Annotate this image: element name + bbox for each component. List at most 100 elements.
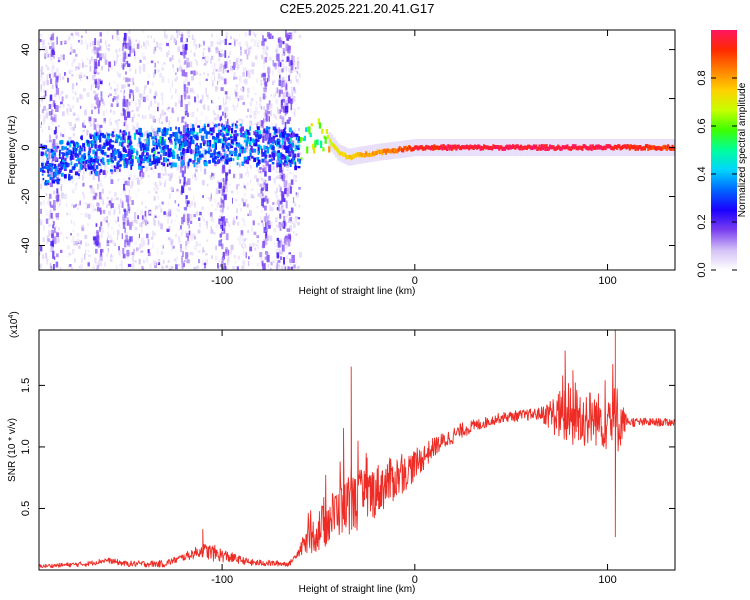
spectrogram-noise-cell <box>134 241 137 245</box>
spectrogram-artifact-cell <box>263 216 266 222</box>
spectrogram-core-cell <box>59 152 61 157</box>
spectrogram-noise-cell <box>240 46 242 51</box>
spectrogram-artifact-cell <box>182 44 185 49</box>
spectrogram-noise-cell <box>216 46 219 51</box>
spectrogram-noise-cell <box>175 234 177 238</box>
spectrogram-noise-cell <box>216 204 218 208</box>
spectrogram-core-cell <box>119 168 121 172</box>
spectrogram-noise-cell <box>46 241 48 245</box>
spectrogram-core-cell <box>249 149 252 153</box>
spectrogram-noise-cell <box>96 210 100 213</box>
spectrogram-noise-cell <box>47 158 51 161</box>
spectrogram-noise-cell <box>47 197 51 201</box>
spectrogram-noise-cell <box>199 211 202 216</box>
spectrogram-core-cell <box>291 132 295 137</box>
spectrogram-noise-cell <box>90 148 93 150</box>
spectrogram-noise-cell <box>142 30 145 33</box>
spectrogram-noise-cell <box>124 227 126 234</box>
spectrogram-ridge-cell <box>236 154 239 161</box>
spectrogram-core-cell <box>289 163 292 167</box>
spectrogram-noise-cell <box>211 76 213 82</box>
spectrogram-core-cell <box>222 143 225 149</box>
spectrogram-noise-cell <box>183 80 186 85</box>
spectrogram-noise-cell <box>272 166 275 171</box>
spectrogram-noise-cell <box>39 145 41 148</box>
spectrogram-noise-cell <box>293 264 296 269</box>
spectrogram-core-cell <box>238 153 242 157</box>
spectrogram-noise-cell <box>168 46 170 49</box>
spectrogram-noise-cell <box>79 105 82 109</box>
spectrogram-artifact-cell <box>185 241 188 246</box>
spectrogram-artifact-cell <box>266 255 270 263</box>
spectrogram-noise-cell <box>81 227 85 232</box>
spectrogram-core-cell <box>78 158 82 161</box>
spectrogram-noise-cell <box>119 264 122 268</box>
spectrogram-noise-cell <box>242 250 245 256</box>
spectrogram-noise-cell <box>141 52 145 57</box>
spectrogram-noise-cell <box>60 186 62 192</box>
spectrogram-noise-cell <box>169 57 172 62</box>
spectrogram-core-cell <box>128 142 131 147</box>
spectrogram-core-cell <box>294 161 297 166</box>
spectrogram-noise-cell <box>147 40 149 46</box>
spectrogram-noise-cell <box>137 142 140 147</box>
spectrogram-noise-cell <box>48 107 50 111</box>
spectrogram-core-cell <box>291 150 295 155</box>
spectrogram-core-cell <box>154 142 158 146</box>
spectrogram-noise-cell <box>83 193 85 200</box>
spectrogram-noise-cell <box>191 88 194 93</box>
spectrogram-core-cell <box>251 148 254 153</box>
spectrogram-noise-cell <box>285 76 288 81</box>
spectrogram-noise-cell <box>249 246 253 252</box>
spectrogram-core-cell <box>87 159 89 162</box>
spectrogram-noise-cell <box>171 245 173 251</box>
spectrogram-noise-cell <box>71 248 74 255</box>
spectrogram-noise-cell <box>213 113 216 116</box>
spectrogram-noise-cell <box>205 116 208 123</box>
spectrogram-noise-cell <box>223 78 227 85</box>
spectrogram-noise-cell <box>56 216 59 220</box>
spectrogram-artifact-cell <box>282 210 285 214</box>
spectrogram-ridge-cell <box>447 144 450 149</box>
spectrogram-noise-cell <box>146 166 149 169</box>
spectrogram-ridge-cell <box>599 145 602 150</box>
spectrogram-artifact-cell <box>285 82 288 90</box>
spectrogram-artifact-cell <box>219 53 223 57</box>
spectrogram-noise-cell <box>203 218 205 222</box>
spectrogram-noise-cell <box>215 255 218 262</box>
spectrogram-artifact-cell <box>283 141 287 147</box>
spectrogram-noise-cell <box>276 175 279 179</box>
spectrogram-noise-cell <box>239 41 241 47</box>
spectrogram-noise-cell <box>118 209 121 215</box>
spectrogram-core-cell <box>275 135 278 138</box>
spectrogram-core-cell <box>106 158 110 163</box>
spectrogram-artifact-cell <box>96 230 99 235</box>
spectrogram-noise-cell <box>297 222 300 226</box>
spectrogram-artifact-cell <box>127 203 130 207</box>
spectrogram-noise-cell <box>41 100 44 104</box>
spectrogram-artifact-cell <box>183 90 187 97</box>
spectrogram-core-cell <box>223 153 226 157</box>
spectrogram-artifact-cell <box>53 200 56 207</box>
spectrogram-noise-cell <box>135 193 137 197</box>
spectrogram-core-cell <box>191 124 194 128</box>
spectrogram-core-cell <box>268 159 272 162</box>
spectrogram-core-cell <box>161 132 165 137</box>
spectrogram-noise-cell <box>139 65 142 71</box>
spectrogram-noise-cell <box>195 247 197 251</box>
spectrogram-noise-cell <box>236 215 238 220</box>
spectrogram-noise-cell <box>164 214 166 218</box>
spectrogram-artifact-cell <box>95 129 98 133</box>
spectrogram-artifact-cell <box>96 235 100 243</box>
spectrogram-noise-cell <box>277 268 280 270</box>
spectrogram-noise-cell <box>112 240 115 245</box>
spectrogram-core-cell <box>268 154 272 158</box>
spectrogram-noise-cell <box>190 70 193 75</box>
spectrogram-core-cell <box>193 162 196 168</box>
spectrogram-core-cell <box>162 162 166 167</box>
spectrogram-core-cell <box>54 173 57 178</box>
spectrogram-noise-cell <box>166 34 168 40</box>
spectrogram-noise-cell <box>110 64 112 70</box>
spectrogram-noise-cell <box>152 230 154 237</box>
